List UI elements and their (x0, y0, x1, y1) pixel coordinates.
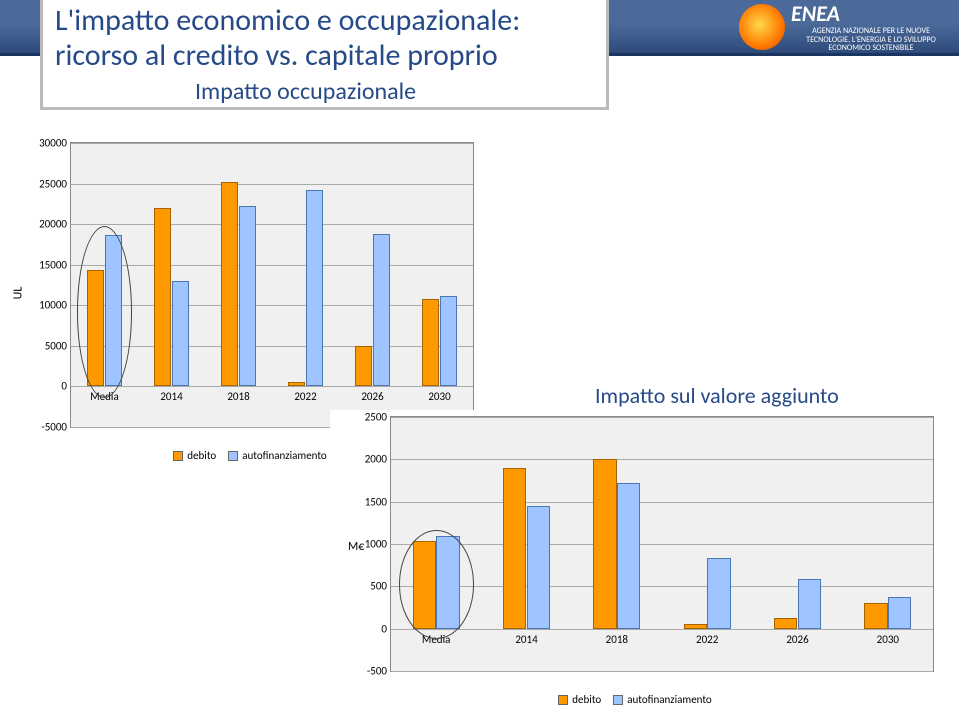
bar-debito (593, 459, 616, 628)
logo-caption: AGENZIA NAZIONALE PER LE NUOVE TECNOLOGI… (791, 27, 951, 53)
xtick: 2014 (515, 633, 537, 687)
page-subtitle: Impatto occupazionale (195, 77, 594, 106)
sun-icon (739, 4, 785, 50)
xtick: 2022 (696, 633, 718, 687)
chart-valore-aggiunto: M€ -50005001000150020002500Media20142018… (330, 410, 940, 710)
highlight-ellipse (399, 530, 474, 639)
xtick: 2030 (877, 633, 899, 687)
bar-autofinanziamento (440, 296, 457, 387)
bar-debito (221, 182, 238, 386)
ytick: -5000 (27, 421, 67, 434)
bar-debito (422, 299, 439, 387)
legend-label: autofinanziamento (242, 449, 327, 462)
bar-autofinanziamento (306, 190, 323, 386)
legend-item-auto: autofinanziamento (613, 693, 712, 706)
highlight-ellipse (77, 226, 133, 398)
bar-debito (864, 603, 887, 628)
legend-label: autofinanziamento (627, 693, 712, 706)
ytick: 2500 (347, 411, 387, 424)
xtick: 2022 (294, 390, 316, 443)
ytick: 30000 (27, 137, 67, 150)
ytick: 5000 (27, 339, 67, 352)
bar-debito (288, 382, 305, 386)
legend-item-debito: debito (558, 693, 601, 706)
ytick: 10000 (27, 299, 67, 312)
chart1-ylabel: UL (11, 287, 25, 300)
logo: ENEA AGENZIA NAZIONALE PER LE NUOVE TECN… (739, 0, 951, 53)
chart2-legend: debito autofinanziamento (330, 693, 940, 706)
swatch-icon (558, 695, 568, 705)
chart1-plot: -5000050001000015000200002500030000Media… (70, 142, 474, 428)
bar-autofinanziamento (373, 234, 390, 387)
bar-debito (774, 618, 797, 629)
bar-autofinanziamento (527, 506, 550, 629)
xtick: 2014 (160, 390, 182, 443)
page-title: L'impatto economico e occupazionale: ric… (55, 4, 594, 73)
xtick: 2026 (786, 633, 808, 687)
ytick: 500 (347, 580, 387, 593)
bar-autofinanziamento (888, 597, 911, 628)
chart2-plot: -50005001000150020002500Media20142018202… (390, 416, 934, 672)
bar-debito (355, 346, 372, 387)
ytick: 25000 (27, 177, 67, 190)
ytick: 1000 (347, 538, 387, 551)
ytick: 0 (27, 380, 67, 393)
ytick: -500 (347, 665, 387, 678)
bar-autofinanziamento (172, 281, 189, 386)
bar-debito (684, 624, 707, 628)
title-box: L'impatto economico e occupazionale: ric… (40, 0, 609, 110)
swatch-icon (613, 695, 623, 705)
bar-autofinanziamento (617, 483, 640, 629)
legend-item-auto: autofinanziamento (228, 449, 327, 462)
ytick: 15000 (27, 258, 67, 271)
legend-label: debito (187, 449, 216, 462)
ytick: 20000 (27, 218, 67, 231)
legend-item-debito: debito (173, 449, 216, 462)
logo-text: ENEA (791, 0, 951, 27)
bar-autofinanziamento (707, 558, 730, 628)
bar-debito (503, 468, 526, 629)
chart2-title: Impatto sul valore aggiunto (595, 382, 839, 409)
bar-autofinanziamento (239, 206, 256, 386)
xtick: 2018 (606, 633, 628, 687)
xtick: Media (90, 390, 118, 443)
ytick: 2000 (347, 453, 387, 466)
ytick: 0 (347, 622, 387, 635)
legend-label: debito (572, 693, 601, 706)
xtick: Media (422, 633, 450, 687)
swatch-icon (173, 451, 183, 461)
ytick: 1500 (347, 495, 387, 508)
swatch-icon (228, 451, 238, 461)
bar-autofinanziamento (798, 579, 821, 629)
xtick: 2018 (227, 390, 249, 443)
bar-debito (154, 208, 171, 387)
